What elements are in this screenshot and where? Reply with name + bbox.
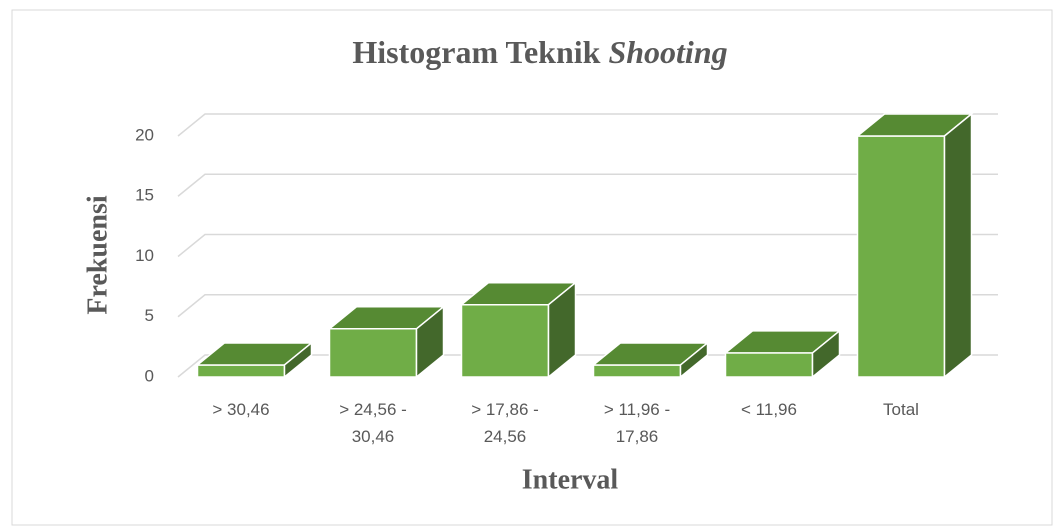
bar	[327, 305, 446, 379]
bar	[855, 112, 974, 379]
x-tick-label: > 17,86 - 24,56	[471, 400, 539, 446]
y-axis-label: Frekuensi	[82, 195, 113, 314]
bar-front	[592, 364, 682, 378]
bar-front	[856, 135, 946, 378]
bar-front	[196, 364, 286, 378]
bar-front	[724, 352, 814, 378]
grid-line	[177, 173, 998, 197]
bar-side	[283, 341, 313, 379]
grid-line	[177, 233, 998, 258]
bar-side	[415, 305, 445, 379]
bar-front	[328, 328, 418, 378]
title-italic: Shooting	[608, 34, 727, 70]
y-tick-label: 5	[145, 306, 154, 325]
bar	[459, 281, 578, 379]
chart-title: Histogram Teknik Shooting	[352, 34, 727, 70]
bar	[591, 341, 710, 379]
grid-line	[177, 113, 998, 137]
x-tick-label: Total	[883, 400, 919, 419]
grid-line	[177, 294, 998, 318]
y-tick-label: 10	[135, 246, 154, 265]
bar-side	[547, 281, 577, 379]
bar	[723, 329, 842, 379]
bar	[195, 341, 314, 379]
bar-side	[811, 329, 841, 379]
x-axis-label: Interval	[522, 464, 619, 495]
bar-side	[679, 341, 709, 379]
title-main: Histogram Teknik	[352, 34, 600, 70]
y-tick-label: 20	[135, 125, 154, 144]
x-tick-label: > 24,56 - 30,46	[339, 400, 407, 446]
bar-front	[460, 303, 550, 378]
bar-side	[943, 112, 973, 379]
x-tick-label: > 30,46	[212, 400, 270, 419]
x-tick-label: > 11,96 - 17,86	[603, 400, 671, 446]
y-tick-label: 15	[135, 186, 154, 205]
y-tick-label: 0	[145, 366, 154, 385]
x-tick-label: < 11,96	[741, 400, 797, 419]
